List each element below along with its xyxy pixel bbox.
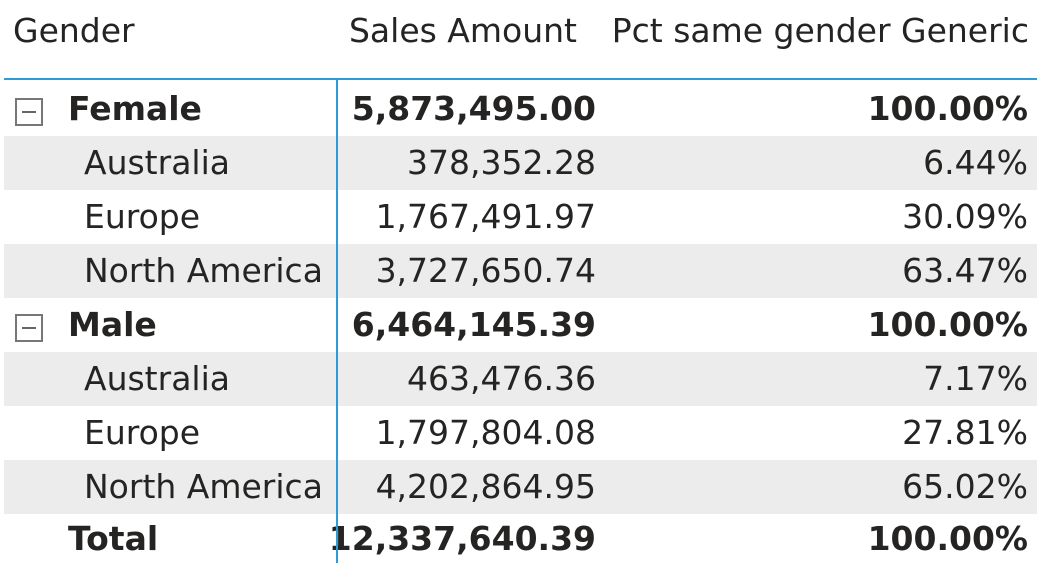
row-label: North America [84, 251, 323, 290]
collapse-toggle-minus-icon[interactable] [15, 98, 43, 126]
group-row-female[interactable]: Female 5,873,495.00 100.00% [4, 82, 1037, 136]
row-label: Australia [84, 359, 230, 398]
row-label: Female [68, 89, 202, 128]
pct-cell: 65.02% [902, 467, 1028, 506]
column-header-pct-same-gender[interactable]: Pct same gender Generic [611, 11, 1029, 50]
sales-amount-cell: 1,767,491.97 [375, 197, 596, 236]
table-row[interactable]: Europe 1,767,491.97 30.09% [4, 190, 1037, 244]
table-row[interactable]: Australia 463,476.36 7.17% [4, 352, 1037, 406]
pct-cell: 7.17% [923, 359, 1028, 398]
total-sales-amount: 12,337,640.39 [328, 519, 596, 558]
sales-amount-cell: 5,873,495.00 [351, 89, 596, 128]
pct-cell: 30.09% [902, 197, 1028, 236]
row-label: North America [84, 467, 323, 506]
sales-amount-cell: 463,476.36 [407, 359, 596, 398]
group-row-male[interactable]: Male 6,464,145.39 100.00% [4, 298, 1037, 352]
total-pct: 100.00% [867, 519, 1028, 558]
table-row[interactable]: Europe 1,797,804.08 27.81% [4, 406, 1037, 460]
header-divider [4, 78, 1037, 80]
row-label: Australia [84, 143, 230, 182]
pct-cell: 63.47% [902, 251, 1028, 290]
pct-cell: 100.00% [867, 305, 1028, 344]
table-row[interactable]: North America 3,727,650.74 63.47% [4, 244, 1037, 298]
pct-cell: 100.00% [867, 89, 1028, 128]
collapse-toggle-minus-icon[interactable] [15, 314, 43, 342]
row-label: Europe [84, 413, 201, 452]
sales-amount-cell: 378,352.28 [407, 143, 596, 182]
table-row[interactable]: North America 4,202,864.95 65.02% [4, 460, 1037, 514]
total-label: Total [68, 519, 159, 558]
row-label: Male [68, 305, 157, 344]
pct-cell: 27.81% [902, 413, 1028, 452]
table-row[interactable]: Australia 378,352.28 6.44% [4, 136, 1037, 190]
sales-amount-cell: 6,464,145.39 [351, 305, 596, 344]
total-row[interactable]: Total 12,337,640.39 100.00% [4, 512, 1037, 566]
pct-cell: 6.44% [923, 143, 1028, 182]
column-header-gender[interactable]: Gender [13, 11, 135, 50]
sales-amount-cell: 4,202,864.95 [375, 467, 596, 506]
column-header-sales-amount[interactable]: Sales Amount [348, 11, 577, 50]
sales-amount-cell: 1,797,804.08 [375, 413, 596, 452]
column-divider [336, 80, 338, 563]
row-label: Europe [84, 197, 201, 236]
sales-amount-cell: 3,727,650.74 [375, 251, 596, 290]
